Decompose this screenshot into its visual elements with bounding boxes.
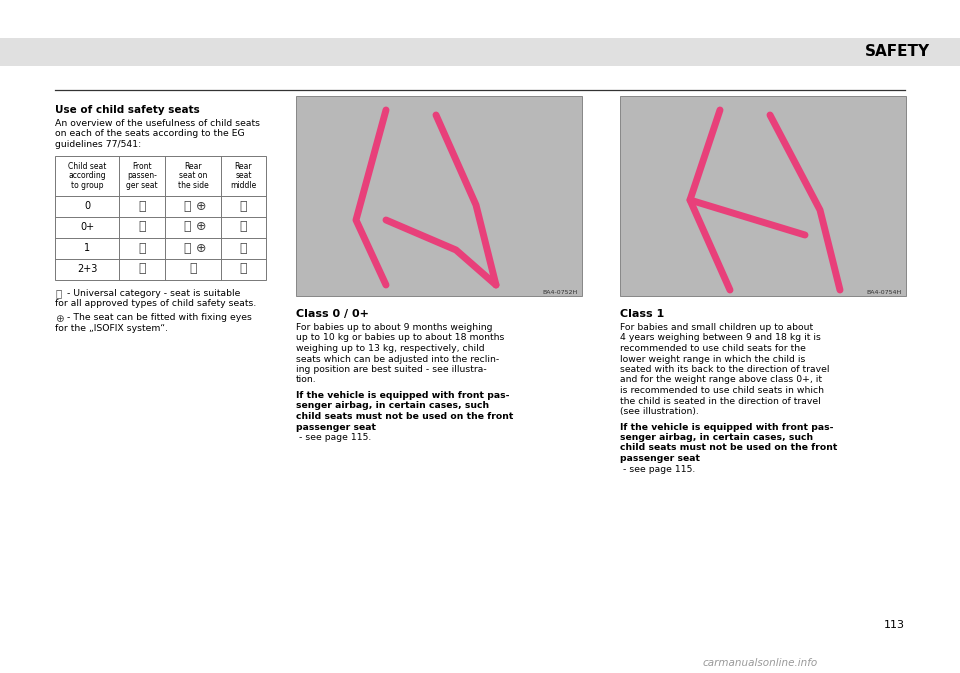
Text: An overview of the usefulness of child seats: An overview of the usefulness of child s… bbox=[55, 119, 260, 128]
Bar bbox=[296, 96, 582, 296]
Text: Ⓤ: Ⓤ bbox=[183, 199, 191, 213]
Text: (see illustration).: (see illustration). bbox=[620, 407, 699, 416]
Text: seat: seat bbox=[235, 172, 252, 180]
Text: weighing up to 13 kg, respectively, child: weighing up to 13 kg, respectively, chil… bbox=[296, 344, 485, 353]
Text: the side: the side bbox=[178, 181, 208, 190]
Text: - see page 115.: - see page 115. bbox=[620, 464, 695, 474]
Text: senger airbag, in certain cases, such: senger airbag, in certain cases, such bbox=[296, 402, 490, 411]
Text: to group: to group bbox=[71, 181, 104, 190]
Bar bbox=[55, 155, 266, 279]
Text: Rear: Rear bbox=[184, 162, 202, 171]
Text: Front: Front bbox=[132, 162, 152, 171]
Text: Ⓤ: Ⓤ bbox=[183, 221, 191, 234]
Text: Ⓤ: Ⓤ bbox=[240, 262, 248, 275]
Text: seated with its back to the direction of travel: seated with its back to the direction of… bbox=[620, 365, 829, 374]
Text: ⊕: ⊕ bbox=[55, 314, 63, 324]
Text: Class 0 / 0+: Class 0 / 0+ bbox=[296, 309, 369, 319]
Text: Ⓤ: Ⓤ bbox=[240, 199, 248, 213]
Text: 0+: 0+ bbox=[80, 222, 94, 232]
Text: For babies and small children up to about: For babies and small children up to abou… bbox=[620, 323, 813, 332]
Text: tion.: tion. bbox=[296, 376, 317, 384]
Text: ⊕: ⊕ bbox=[196, 221, 206, 234]
Text: 113: 113 bbox=[884, 620, 905, 630]
Text: Ⓤ: Ⓤ bbox=[138, 242, 146, 254]
Text: middle: middle bbox=[230, 181, 256, 190]
Text: If the vehicle is equipped with front pas-: If the vehicle is equipped with front pa… bbox=[620, 423, 833, 431]
Text: Child seat: Child seat bbox=[68, 162, 107, 171]
Text: Ⓤ: Ⓤ bbox=[240, 242, 248, 254]
Text: Rear: Rear bbox=[234, 162, 252, 171]
Text: lower weight range in which the child is: lower weight range in which the child is bbox=[620, 355, 805, 363]
Text: up to 10 kg or babies up to about 18 months: up to 10 kg or babies up to about 18 mon… bbox=[296, 334, 504, 343]
Text: guidelines 77/541:: guidelines 77/541: bbox=[55, 140, 141, 149]
Text: Ⓤ: Ⓤ bbox=[183, 242, 191, 254]
Text: For babies up to about 9 months weighing: For babies up to about 9 months weighing bbox=[296, 323, 492, 332]
Text: Ⓤ: Ⓤ bbox=[240, 221, 248, 234]
Text: Ⓤ: Ⓤ bbox=[138, 199, 146, 213]
Text: Ⓤ: Ⓤ bbox=[55, 289, 61, 299]
Text: - The seat can be fitted with fixing eyes: - The seat can be fitted with fixing eye… bbox=[67, 314, 252, 322]
Text: passenger seat: passenger seat bbox=[296, 423, 376, 431]
Text: ger seat: ger seat bbox=[126, 181, 157, 190]
Text: for the „ISOFIX system“.: for the „ISOFIX system“. bbox=[55, 324, 168, 333]
Text: seats which can be adjusted into the reclin-: seats which can be adjusted into the rec… bbox=[296, 355, 499, 363]
Text: 4 years weighing between 9 and 18 kg it is: 4 years weighing between 9 and 18 kg it … bbox=[620, 334, 821, 343]
Text: SAFETY: SAFETY bbox=[865, 44, 930, 59]
Text: BA4-0754H: BA4-0754H bbox=[867, 290, 902, 295]
Text: BA4-0752H: BA4-0752H bbox=[542, 290, 578, 295]
Text: seat on: seat on bbox=[179, 172, 207, 180]
Text: ⊕: ⊕ bbox=[196, 199, 206, 213]
Text: the child is seated in the direction of travel: the child is seated in the direction of … bbox=[620, 396, 821, 406]
Text: for all approved types of child safety seats.: for all approved types of child safety s… bbox=[55, 299, 256, 308]
Text: - see page 115.: - see page 115. bbox=[296, 433, 372, 442]
Text: Ⓤ: Ⓤ bbox=[189, 262, 197, 275]
Text: passenger seat: passenger seat bbox=[620, 454, 700, 463]
Text: ing position are best suited - see illustra-: ing position are best suited - see illus… bbox=[296, 365, 487, 374]
Text: Class 1: Class 1 bbox=[620, 309, 664, 319]
Text: - Universal category - seat is suitable: - Universal category - seat is suitable bbox=[67, 289, 240, 297]
Text: child seats must not be used on the front: child seats must not be used on the fron… bbox=[620, 444, 837, 452]
Text: 1: 1 bbox=[84, 243, 90, 253]
Text: 2+3: 2+3 bbox=[77, 264, 97, 274]
Text: according: according bbox=[68, 172, 106, 180]
Text: recommended to use child seats for the: recommended to use child seats for the bbox=[620, 344, 805, 353]
Text: ⊕: ⊕ bbox=[196, 242, 206, 254]
Text: Ⓤ: Ⓤ bbox=[138, 221, 146, 234]
Bar bbox=[0, 38, 960, 66]
Text: child seats must not be used on the front: child seats must not be used on the fron… bbox=[296, 412, 514, 421]
Bar bbox=[620, 96, 906, 296]
Text: If the vehicle is equipped with front pas-: If the vehicle is equipped with front pa… bbox=[296, 391, 510, 400]
Text: is recommended to use child seats in which: is recommended to use child seats in whi… bbox=[620, 386, 824, 395]
Text: Ⓤ: Ⓤ bbox=[138, 262, 146, 275]
Text: 0: 0 bbox=[84, 201, 90, 211]
Text: carmanualsonline.info: carmanualsonline.info bbox=[703, 658, 818, 668]
Text: Use of child safety seats: Use of child safety seats bbox=[55, 105, 200, 115]
Text: and for the weight range above class 0+, it: and for the weight range above class 0+,… bbox=[620, 376, 822, 384]
Text: passen-: passen- bbox=[127, 172, 156, 180]
Text: on each of the seats according to the EG: on each of the seats according to the EG bbox=[55, 129, 245, 139]
Text: senger airbag, in certain cases, such: senger airbag, in certain cases, such bbox=[620, 433, 813, 442]
